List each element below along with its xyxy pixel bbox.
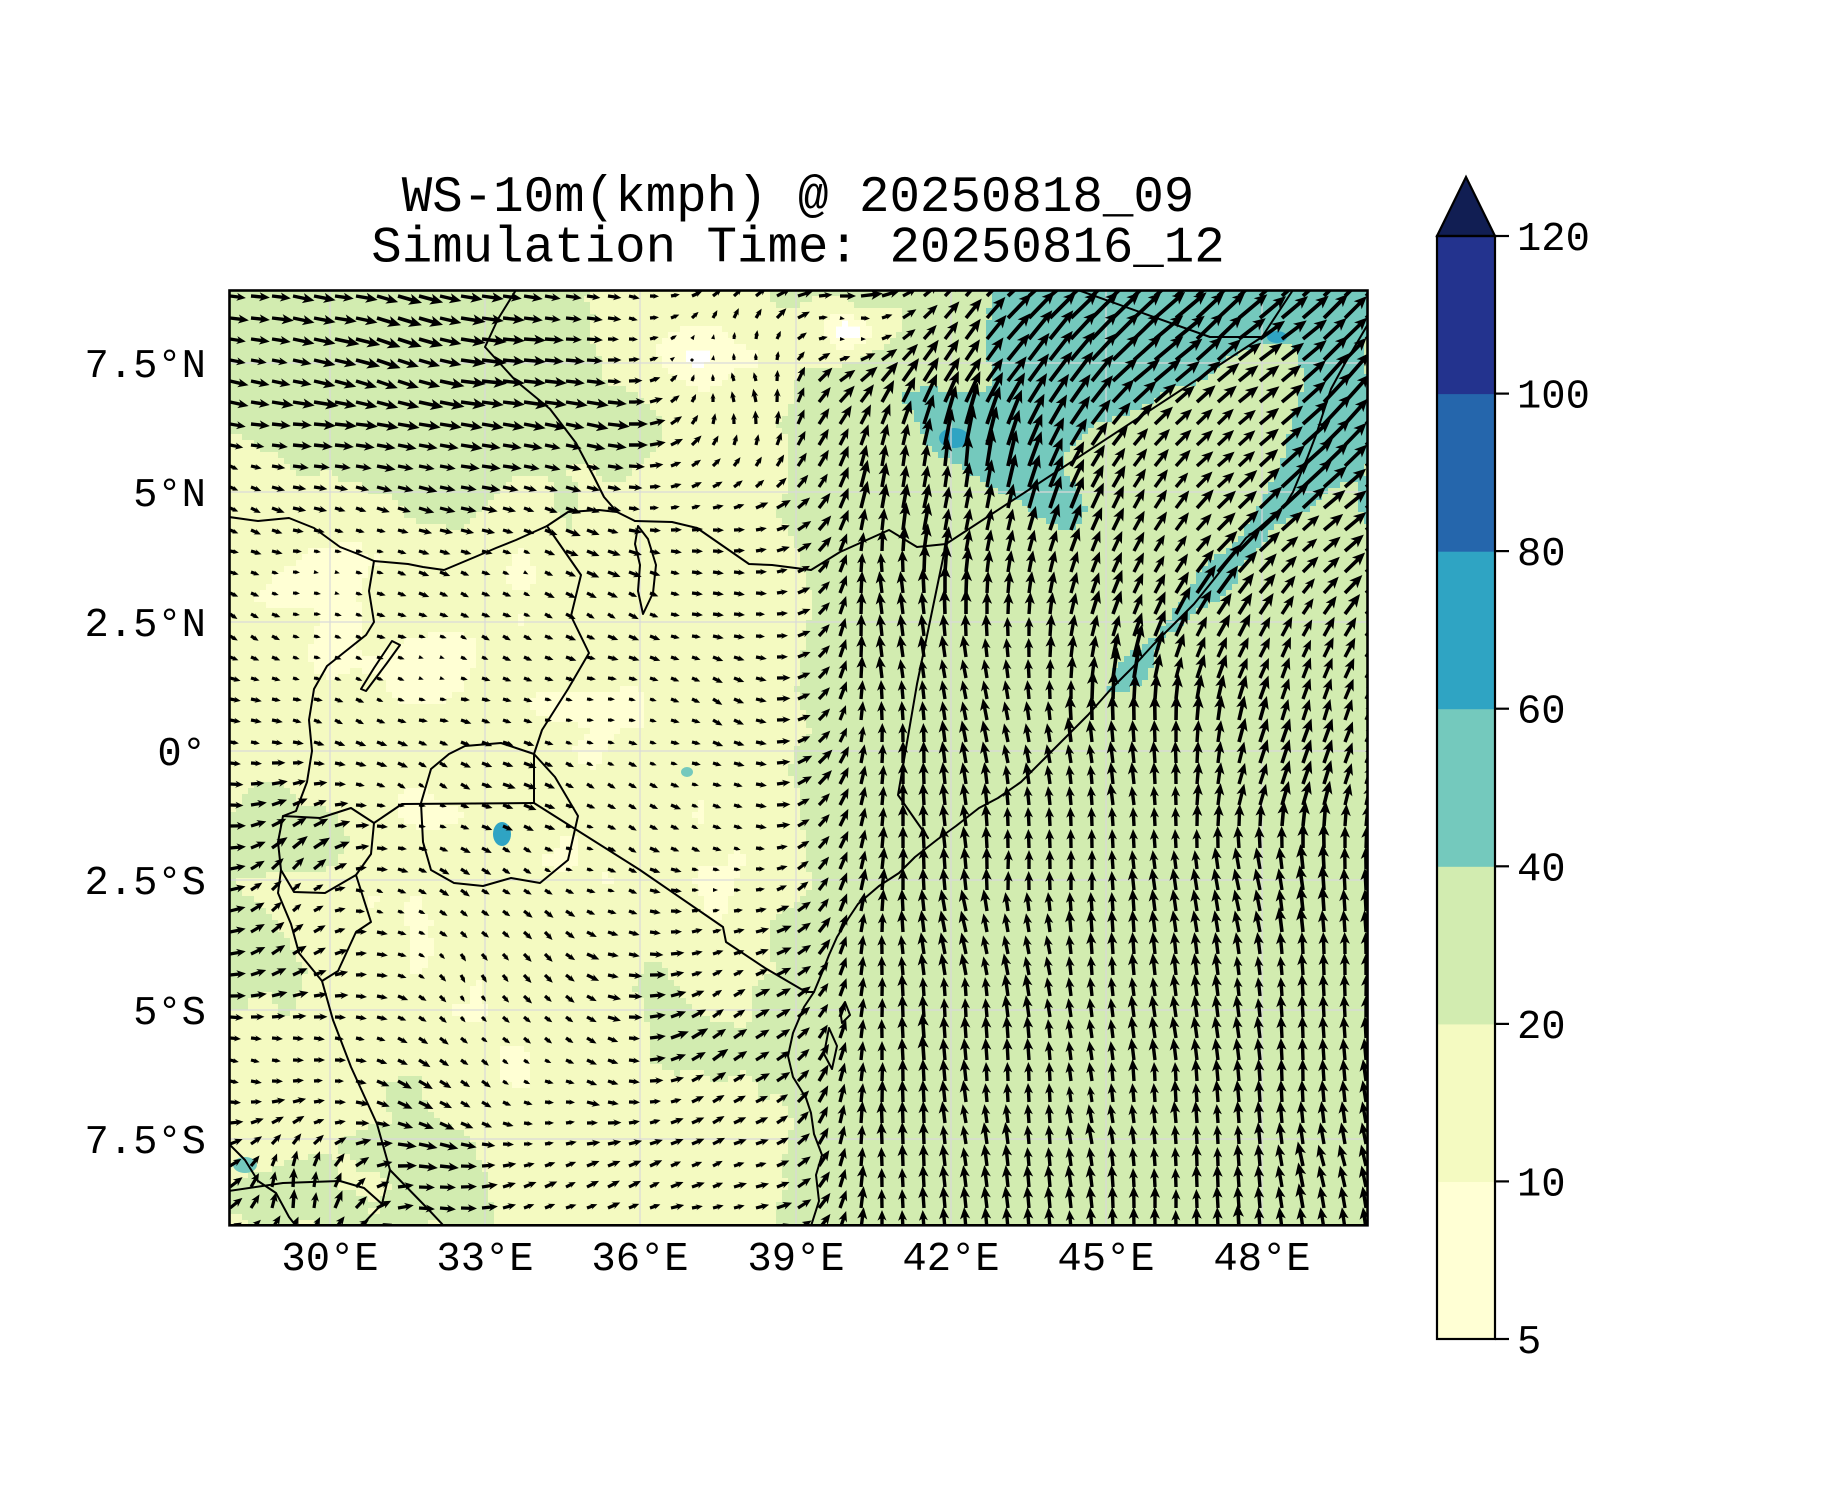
svg-text:80: 80 [1517,532,1566,578]
svg-text:5: 5 [1517,1320,1541,1366]
svg-text:2.5°N: 2.5°N [84,603,206,649]
svg-text:33°E: 33°E [436,1237,533,1283]
svg-text:36°E: 36°E [591,1237,688,1283]
svg-text:5°S: 5°S [133,991,206,1037]
svg-text:100: 100 [1517,375,1590,421]
svg-text:10: 10 [1517,1162,1566,1208]
svg-text:45°E: 45°E [1057,1237,1154,1283]
svg-text:60: 60 [1517,690,1566,736]
svg-text:40: 40 [1517,847,1566,893]
svg-text:120: 120 [1517,217,1590,263]
svg-text:7.5°N: 7.5°N [84,344,206,390]
svg-text:5°N: 5°N [133,473,206,519]
svg-text:20: 20 [1517,1005,1566,1051]
svg-text:7.5°S: 7.5°S [84,1120,206,1166]
svg-text:48°E: 48°E [1213,1237,1310,1283]
svg-text:Simulation Time: 20250816_12: Simulation Time: 20250816_12 [371,221,1225,278]
svg-text:39°E: 39°E [747,1237,844,1283]
svg-text:2.5°S: 2.5°S [84,861,206,907]
svg-text:42°E: 42°E [902,1237,999,1283]
svg-text:30°E: 30°E [281,1237,378,1283]
svg-text:WS-10m(kmph) @ 20250818_09: WS-10m(kmph) @ 20250818_09 [402,170,1195,227]
svg-text:0°: 0° [157,732,206,778]
